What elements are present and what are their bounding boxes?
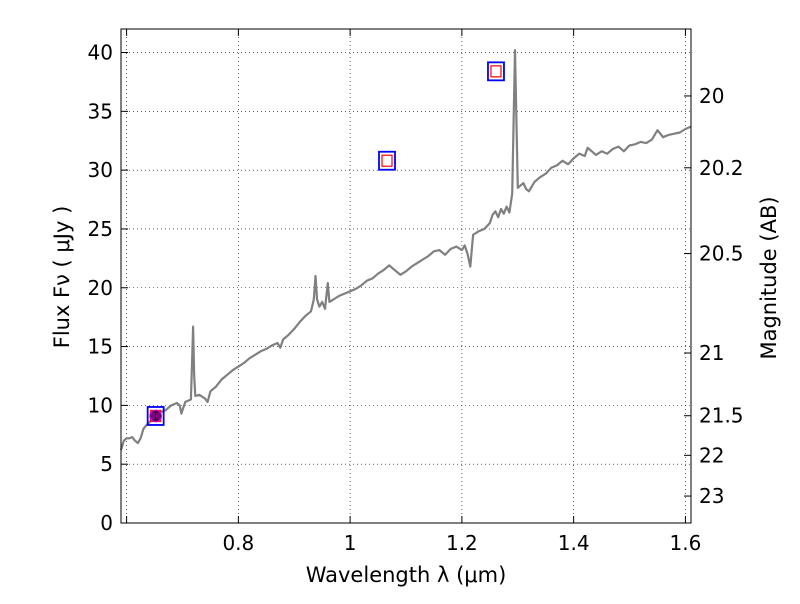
magnitude-tick-label: 21.5 xyxy=(699,404,744,428)
photometry-box xyxy=(146,406,165,426)
x-tick-label: 1 xyxy=(344,531,357,555)
y-tick-label: 40 xyxy=(88,41,113,65)
magnitude-tick-label: 22 xyxy=(699,443,724,467)
x-tick-label: 1.2 xyxy=(446,531,478,555)
magnitude-tick-label: 21 xyxy=(699,341,724,365)
magnitude-tick-label: 20.5 xyxy=(699,242,744,266)
magnitude-tick-label: 20 xyxy=(699,84,724,108)
model-square xyxy=(490,65,502,78)
plot-series xyxy=(119,49,692,451)
x-tick-label: 0.8 xyxy=(222,531,254,555)
y-tick-label: 25 xyxy=(88,217,113,241)
y-tick-label: 0 xyxy=(100,511,113,535)
photometry-box xyxy=(487,61,505,82)
x-tick-label: 1.4 xyxy=(558,531,590,555)
y-tick-label: 30 xyxy=(88,158,113,182)
photometry-box xyxy=(378,150,396,171)
y-tick-label: 15 xyxy=(88,335,113,359)
plot-frame xyxy=(120,28,692,524)
y-axis-label: Flux Fν ( μJy ) xyxy=(50,206,74,349)
y-tick-label: 20 xyxy=(88,276,113,300)
y-tick-label: 5 xyxy=(100,452,113,476)
magnitude-tick-label: 20.2 xyxy=(699,156,744,180)
y-tick-label: 10 xyxy=(88,393,113,417)
x-axis-label: Wavelength λ (μm) xyxy=(306,563,507,587)
model-square xyxy=(381,154,393,167)
x-tick-label: 1.6 xyxy=(670,531,702,555)
axis-ticks: 0.8 1 1.2 1.4 1.6 0 5 10 15 20 25 30 35 40 20 20.2 20.5 2… xyxy=(88,29,744,555)
magnitude-tick-label: 23 xyxy=(699,484,724,508)
spectrum-line xyxy=(119,49,692,451)
y-tick-label: 35 xyxy=(88,99,113,123)
magnitude-axis-label: Magnitude (AB) xyxy=(757,196,781,359)
